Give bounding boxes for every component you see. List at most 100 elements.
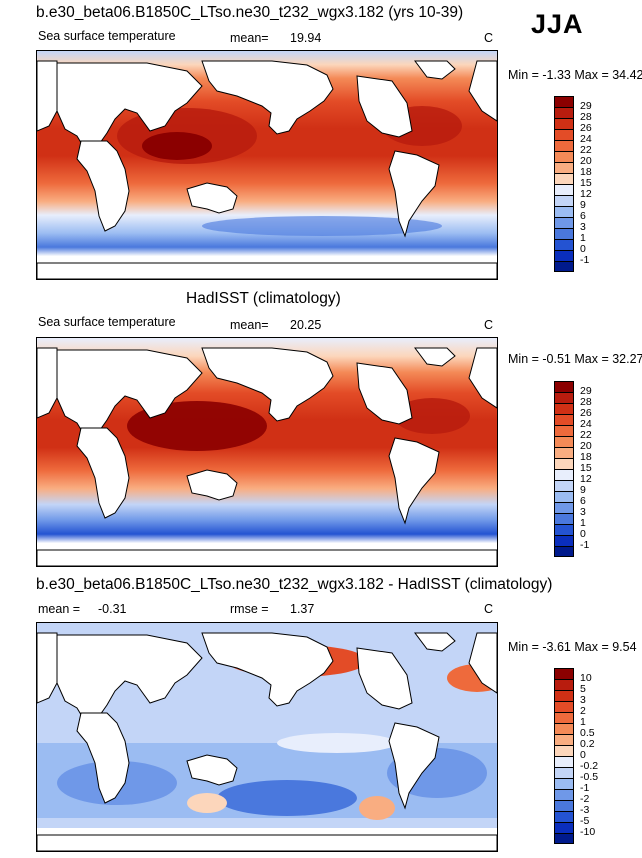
colorbar-swatch bbox=[554, 513, 574, 524]
colorbar-swatch bbox=[554, 800, 574, 811]
colorbar-level-label: -0.5 bbox=[580, 771, 599, 783]
colorbar-swatch bbox=[554, 491, 574, 502]
colorbar-level-label: 0 bbox=[580, 243, 586, 255]
colorbar-level-label: 1 bbox=[580, 517, 586, 529]
colorbar-swatch bbox=[554, 712, 574, 723]
colorbar-swatch bbox=[554, 162, 574, 173]
colorbar-level-label: 3 bbox=[580, 506, 586, 518]
colorbar-swatch bbox=[554, 701, 574, 712]
colorbar-swatch bbox=[554, 107, 574, 118]
panel1-sst-field bbox=[37, 51, 497, 279]
colorbar-level-label: -10 bbox=[580, 826, 596, 838]
panel1-map bbox=[36, 50, 498, 280]
colorbar-swatch bbox=[554, 173, 574, 184]
colorbar-level-label: -3 bbox=[580, 804, 590, 816]
panel3-map bbox=[36, 622, 498, 852]
panel3-minmax: Min = -3.61 Max = 9.54 bbox=[508, 640, 637, 654]
panel2-map bbox=[36, 337, 498, 567]
colorbar-swatch bbox=[554, 184, 574, 195]
colorbar-level-label: -0.2 bbox=[580, 760, 599, 772]
panel2-colorbar: 29 28 26 24 22 20 18 15 12 9 6 3 1 0 -1 bbox=[554, 381, 614, 557]
panel3-rmse-label: rmse = bbox=[230, 602, 269, 616]
colorbar-level-label: 12 bbox=[580, 473, 592, 485]
colorbar-swatch bbox=[554, 789, 574, 800]
panel3-mean: -0.31 bbox=[98, 602, 127, 616]
panel3-colorbar: 10 5 3 2 1 0.5 0.2 0 -0.2 -0.5 -1 -2 -3 -5 -10 bbox=[554, 668, 614, 844]
colorbar-swatch bbox=[554, 239, 574, 250]
colorbar-swatch bbox=[554, 381, 574, 392]
colorbar-swatch bbox=[554, 778, 574, 789]
colorbar-level-label: 26 bbox=[580, 407, 592, 419]
colorbar-level-label: 20 bbox=[580, 155, 592, 167]
colorbar-swatch bbox=[554, 734, 574, 745]
colorbar-level-label: 0.2 bbox=[580, 738, 595, 750]
colorbar-level-label: 29 bbox=[580, 100, 592, 112]
panel3-mean-label: mean = bbox=[38, 602, 81, 616]
colorbar-swatch bbox=[554, 668, 574, 679]
colorbar-level-label: 20 bbox=[580, 440, 592, 452]
colorbar-swatch bbox=[554, 679, 574, 690]
colorbar-swatch bbox=[554, 822, 574, 833]
colorbar-level-label: 0.5 bbox=[580, 727, 595, 739]
panel3-units: C bbox=[484, 602, 494, 616]
colorbar-level-label: 1 bbox=[580, 716, 586, 728]
panel2-mean: 20.25 bbox=[290, 318, 322, 332]
panel1-variable: Sea surface temperature bbox=[38, 29, 176, 43]
colorbar-level-label: 28 bbox=[580, 396, 592, 408]
colorbar-swatch bbox=[554, 206, 574, 217]
colorbar-level-label: -2 bbox=[580, 793, 590, 805]
panel2-units: C bbox=[484, 318, 494, 332]
colorbar-level-label: 15 bbox=[580, 177, 592, 189]
colorbar-swatch bbox=[554, 195, 574, 206]
colorbar-swatch bbox=[554, 524, 574, 535]
colorbar-level-label: 6 bbox=[580, 495, 586, 507]
season-label: JJA bbox=[531, 9, 584, 39]
colorbar-swatch bbox=[554, 129, 574, 140]
panel3-difference-field bbox=[37, 623, 497, 851]
colorbar-swatch bbox=[554, 425, 574, 436]
panel2-minmax: Min = -0.51 Max = 32.27 bbox=[508, 352, 642, 366]
colorbar-swatch bbox=[554, 96, 574, 107]
colorbar-level-label: 3 bbox=[580, 221, 586, 233]
colorbar-level-label: 28 bbox=[580, 111, 592, 123]
panel1-colorbar: 29 28 26 24 22 20 18 15 12 9 6 3 1 0 -1 bbox=[554, 96, 614, 272]
colorbar-swatch bbox=[554, 723, 574, 734]
colorbar-swatch bbox=[554, 447, 574, 458]
colorbar-swatch bbox=[554, 458, 574, 469]
colorbar-level-label: 26 bbox=[580, 122, 592, 134]
colorbar-swatch bbox=[554, 833, 574, 844]
colorbar-level-label: 3 bbox=[580, 694, 586, 706]
colorbar-swatch bbox=[554, 151, 574, 162]
colorbar-level-label: 15 bbox=[580, 462, 592, 474]
colorbar-swatch bbox=[554, 745, 574, 756]
colorbar-swatch bbox=[554, 502, 574, 513]
panel2-sst-field bbox=[37, 338, 497, 566]
panel2-title: HadISST (climatology) bbox=[186, 290, 341, 307]
colorbar-swatch bbox=[554, 756, 574, 767]
colorbar-swatch bbox=[554, 690, 574, 701]
panel1-units: C bbox=[484, 31, 494, 45]
colorbar-swatch bbox=[554, 414, 574, 425]
colorbar-level-label: 18 bbox=[580, 166, 592, 178]
colorbar-swatch bbox=[554, 250, 574, 261]
colorbar-level-label: -1 bbox=[580, 254, 590, 266]
panel2-mean-label: mean= bbox=[230, 318, 269, 332]
colorbar-level-label: 0 bbox=[580, 749, 586, 761]
colorbar-swatch bbox=[554, 403, 574, 414]
colorbar-swatch bbox=[554, 767, 574, 778]
colorbar-level-label: 10 bbox=[580, 672, 592, 684]
panel1-mean: 19.94 bbox=[290, 31, 322, 45]
colorbar-level-label: 24 bbox=[580, 418, 592, 430]
colorbar-level-label: -5 bbox=[580, 815, 590, 827]
colorbar-level-label: 2 bbox=[580, 705, 586, 717]
colorbar-swatch bbox=[554, 118, 574, 129]
colorbar-swatch bbox=[554, 480, 574, 491]
colorbar-swatch bbox=[554, 140, 574, 151]
colorbar-level-label: 9 bbox=[580, 199, 586, 211]
colorbar-swatch bbox=[554, 217, 574, 228]
panel3-rmse: 1.37 bbox=[290, 602, 315, 616]
colorbar-level-label: 9 bbox=[580, 484, 586, 496]
colorbar-level-label: 6 bbox=[580, 210, 586, 222]
panel1-minmax: Min = -1.33 Max = 34.42 bbox=[508, 68, 642, 82]
panel3-title: b.e30_beta06.B1850C_LTso.ne30_t232_wgx3.… bbox=[36, 576, 553, 593]
